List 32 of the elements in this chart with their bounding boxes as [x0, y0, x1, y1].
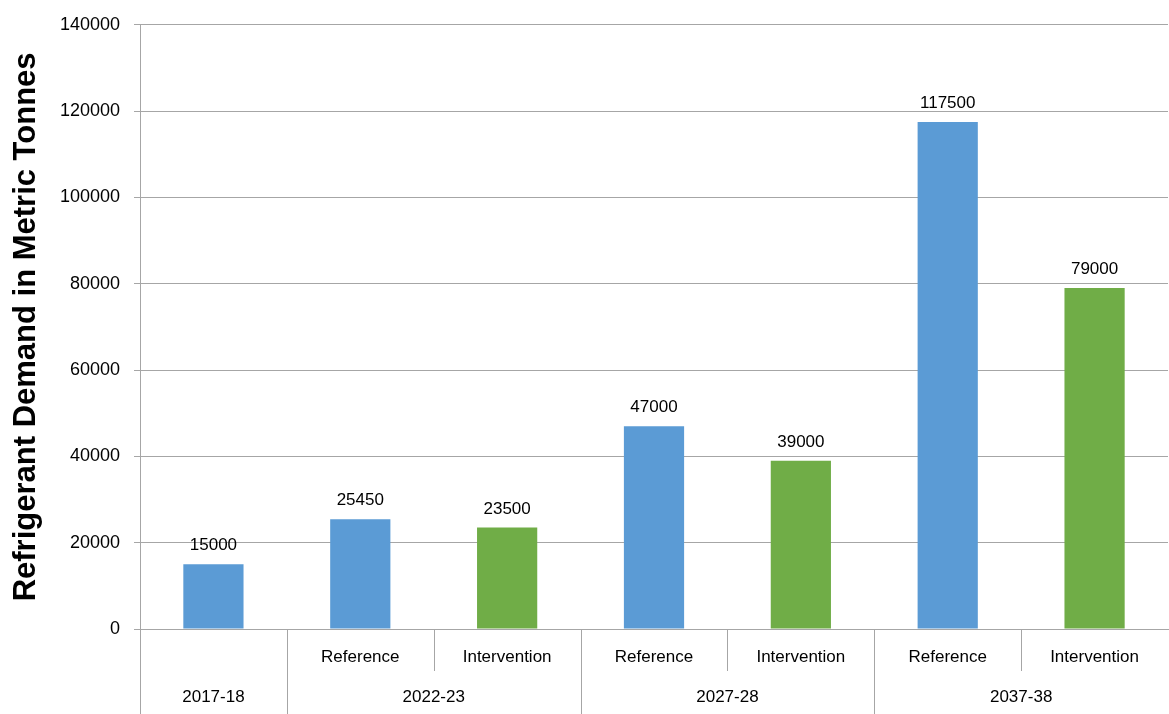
y-tick-label: 140000 [59, 13, 120, 34]
x-tick-label: 2027-28 [696, 686, 759, 706]
bar [623, 426, 685, 629]
data-label: 79000 [1070, 259, 1119, 279]
data-label: 15000 [189, 535, 238, 555]
text: Reference [614, 646, 694, 666]
y-tick-label: 0 [109, 617, 120, 638]
x-tick-label: 2022-23 [402, 686, 465, 706]
data-label: 23500 [483, 498, 531, 518]
x-tick-label: 2017-18 [182, 686, 245, 706]
bar [770, 460, 831, 629]
text: Intervention [1050, 646, 1139, 666]
bar [1064, 288, 1125, 629]
text: Reference [321, 646, 400, 666]
y-tick-label: 80000 [69, 272, 120, 293]
data-label: 39000 [777, 431, 825, 451]
y-tick-label: 100000 [59, 186, 120, 207]
y-tick-label: 60000 [69, 359, 120, 380]
y-tick-label: 20000 [69, 531, 120, 552]
data-label: 25450 [336, 490, 384, 510]
y-tick-label: 40000 [69, 445, 120, 466]
bar [917, 121, 978, 629]
y-axis-title: Refrigerant Demand in Metric Tonnes [7, 52, 43, 602]
x-tick-label: 2037-38 [989, 686, 1053, 706]
bar [330, 519, 391, 629]
series-label: Intervention [462, 646, 552, 666]
y-tick-label: 120000 [59, 100, 120, 121]
data-label: 117500 [919, 93, 976, 113]
text: Intervention [756, 646, 846, 666]
data-label: 47000 [630, 397, 678, 417]
bar [477, 527, 538, 629]
series-label: Reference [908, 646, 987, 666]
